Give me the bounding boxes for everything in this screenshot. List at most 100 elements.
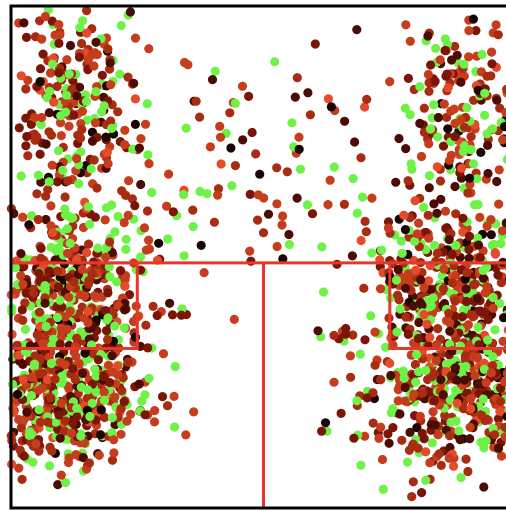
shot-point — [18, 374, 28, 384]
shot-point — [483, 168, 493, 179]
shot-point — [116, 404, 126, 414]
shot-point — [55, 295, 65, 305]
shot-point — [100, 215, 110, 225]
shot-point — [376, 375, 386, 385]
shot-point — [454, 426, 464, 436]
shot-point — [473, 240, 484, 250]
shot-point — [405, 36, 415, 46]
shot-point — [385, 77, 395, 87]
shot-point — [377, 245, 387, 255]
shot-point — [443, 83, 453, 93]
shot-point — [18, 359, 28, 369]
shot-point — [56, 332, 66, 342]
shot-point — [16, 249, 26, 259]
shot-point — [40, 11, 51, 22]
shot-point — [440, 34, 450, 44]
shot-point — [34, 369, 44, 379]
shot-point — [476, 147, 486, 157]
shot-point — [502, 84, 506, 94]
shot-point — [20, 298, 30, 308]
shot-point — [55, 30, 65, 40]
shot-point — [401, 144, 411, 154]
shot-point — [450, 132, 460, 142]
shot-point — [116, 20, 126, 31]
shot-point — [112, 361, 123, 371]
shot-point — [346, 372, 356, 382]
shot-point — [419, 103, 429, 113]
shot-point — [500, 377, 506, 387]
shot-point — [436, 375, 446, 385]
shot-point — [253, 215, 263, 225]
shot-point — [412, 229, 422, 239]
shot-point — [466, 132, 476, 142]
shot-point — [119, 218, 129, 228]
shot-point — [470, 370, 480, 381]
shot-point — [121, 234, 131, 244]
shot-point — [124, 176, 134, 186]
shot-point — [14, 123, 24, 133]
shot-point — [475, 212, 485, 222]
shot-point — [472, 353, 483, 363]
shot-point — [56, 131, 66, 141]
shot-point — [251, 149, 261, 159]
shot-point — [464, 231, 475, 241]
shot-point — [436, 194, 446, 204]
shot-point — [424, 139, 434, 149]
shot-point — [421, 475, 431, 485]
shot-point — [237, 81, 248, 91]
shot-point — [482, 129, 492, 139]
shot-point — [97, 70, 107, 80]
shot-point — [230, 98, 240, 108]
shot-point — [119, 323, 129, 333]
shot-point — [90, 364, 100, 374]
shot-point — [472, 293, 482, 304]
shot-point — [36, 120, 47, 130]
shot-point — [53, 282, 64, 292]
shot-point — [19, 451, 29, 461]
shot-point — [30, 351, 40, 361]
shot-point — [72, 333, 82, 343]
shot-point — [361, 227, 371, 237]
shot-point — [417, 300, 427, 310]
shot-point — [84, 458, 94, 468]
shot-point — [90, 48, 100, 58]
shot-point — [360, 335, 370, 345]
shot-point — [500, 432, 506, 442]
shot-point — [429, 396, 439, 406]
shot-point — [63, 248, 73, 258]
shot-point — [329, 330, 339, 340]
court-lines-layer — [9, 261, 506, 508]
shot-point — [77, 38, 87, 49]
shot-point — [130, 94, 140, 104]
shot-point — [124, 290, 135, 300]
shot-point — [410, 196, 420, 206]
shot-point — [473, 233, 483, 243]
shot-point — [480, 288, 490, 298]
court-line-3 — [388, 261, 506, 350]
shot-point — [141, 320, 151, 330]
shot-point — [336, 408, 346, 418]
shot-point — [440, 45, 450, 56]
shot-point — [44, 177, 54, 187]
shot-point — [115, 69, 125, 79]
shot-point — [439, 99, 449, 109]
shot-point — [446, 106, 456, 116]
shot-point — [45, 68, 56, 78]
shot-point — [227, 181, 237, 191]
shot-point — [104, 262, 114, 272]
shot-point — [122, 416, 132, 426]
shot-point — [375, 284, 386, 294]
shot-point — [136, 179, 146, 190]
shot-point — [466, 404, 476, 414]
shot-point — [83, 306, 93, 316]
shot-point — [117, 386, 127, 396]
shot-point — [294, 132, 304, 142]
shot-point — [482, 221, 492, 231]
shot-point — [188, 222, 198, 232]
shot-point — [113, 211, 123, 222]
shot-point — [44, 108, 54, 118]
shot-point — [294, 144, 304, 154]
shot-point — [386, 370, 396, 381]
shot-point — [447, 278, 457, 288]
